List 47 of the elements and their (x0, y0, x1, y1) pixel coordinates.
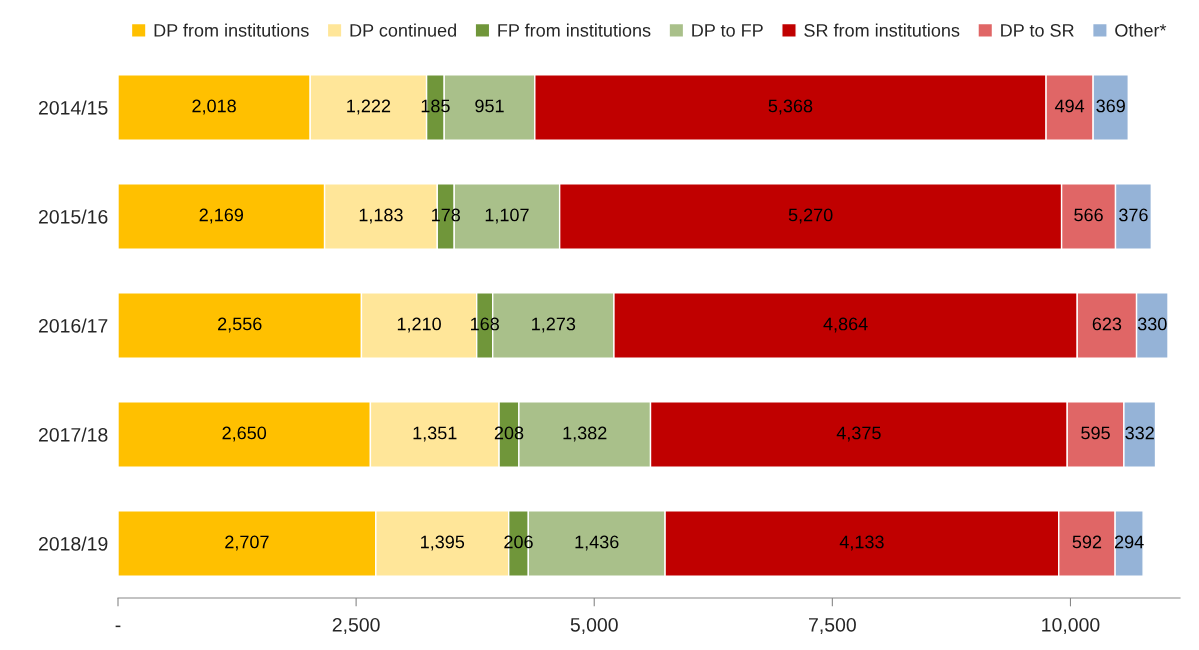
y-tick-label: 2017/18 (38, 427, 108, 442)
data-label: 5,368 (768, 99, 813, 115)
y-tick-label: 2016/17 (38, 318, 108, 333)
data-label: 623 (1092, 317, 1122, 331)
data-label: 2,707 (225, 535, 269, 551)
data-label: 2,650 (222, 426, 267, 442)
legend-label: DP to FP (692, 24, 763, 37)
data-label: 2,169 (199, 208, 244, 224)
data-label: 951 (475, 99, 504, 113)
data-label: 4,375 (836, 426, 881, 442)
data-label: 4,864 (823, 317, 868, 333)
data-label: 332 (1125, 426, 1154, 440)
data-label: 1,210 (397, 317, 441, 333)
data-label: 595 (1081, 426, 1110, 440)
x-tick-label: 7,500 (809, 617, 856, 635)
data-label: 1,395 (421, 535, 465, 551)
data-label: 369 (1096, 99, 1125, 113)
data-label: 1,382 (563, 426, 607, 442)
data-label: 2,018 (192, 99, 236, 115)
data-label: 5,270 (788, 208, 833, 224)
data-label: 2,556 (218, 317, 262, 333)
data-label: 376 (1119, 208, 1148, 222)
legend-label: FP from institutions (498, 23, 651, 37)
legend-label: SR from institutions (804, 23, 960, 37)
data-label: 1,273 (532, 317, 576, 333)
legend-label: Other* (1115, 23, 1167, 37)
legend-label: DP from institutions (154, 23, 309, 37)
data-label: 294 (1114, 535, 1144, 549)
data-label: 1,183 (359, 208, 403, 224)
data-label: 592 (1072, 535, 1102, 549)
data-label: 330 (1137, 317, 1167, 331)
data-label: 4,133 (839, 535, 884, 551)
data-label: 1,351 (413, 426, 457, 442)
data-label: 1,107 (485, 208, 529, 224)
x-tick-label: 2,500 (332, 617, 380, 635)
data-label: 1,436 (575, 535, 619, 551)
y-tick-label: 2015/16 (38, 209, 108, 224)
data-label: 494 (1054, 99, 1085, 113)
data-label: 1,222 (347, 99, 391, 115)
x-tick-label: 10,000 (1042, 617, 1100, 635)
legend-label: DP continued (350, 23, 456, 37)
data-label: 566 (1074, 208, 1103, 222)
x-tick-label: - (115, 625, 121, 628)
legend-label: DP to SR (1001, 24, 1074, 37)
x-tick-label: 5,000 (570, 617, 618, 635)
y-tick-label: 2014/15 (38, 100, 108, 115)
y-tick-label: 2018/19 (38, 536, 108, 551)
